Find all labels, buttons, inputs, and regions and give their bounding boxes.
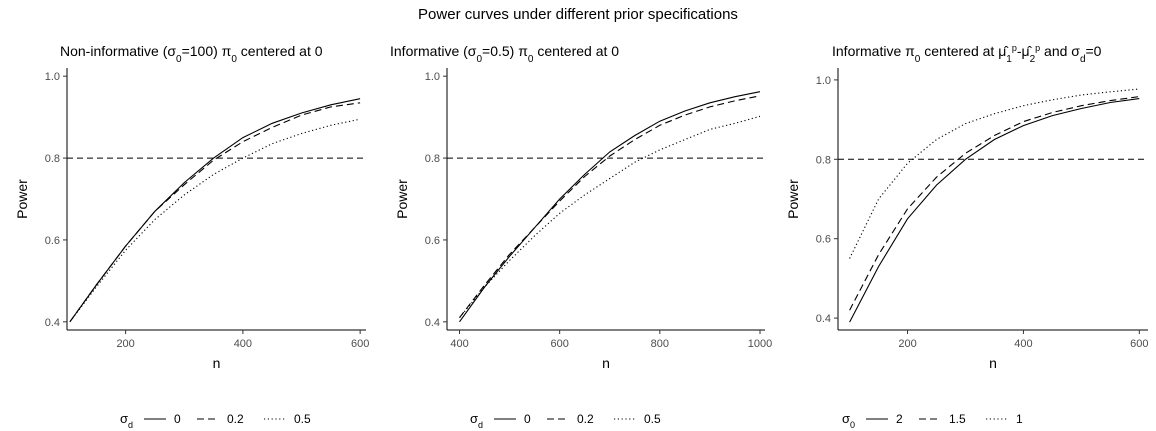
legend-title: σ0 [842, 411, 855, 430]
panel-2: Informative (σ0=0.5) π0 centered at 0 0.4… [390, 43, 772, 430]
panel-3: Informative π0 centered at μ̂1p-μ̂2p and… [785, 43, 1148, 430]
x-tick-label: 200 [898, 338, 916, 350]
legend-label: 2 [896, 412, 903, 426]
y-axis-label: Power [14, 179, 30, 219]
y-tick-label: 0.6 [45, 235, 60, 247]
x-tick-label: 600 [351, 338, 369, 350]
series-line-2 [849, 98, 1140, 323]
series-line-0 [459, 91, 761, 323]
legend-title: σd [120, 411, 133, 430]
legend-label: 0.5 [294, 412, 311, 426]
y-tick-label: 0.4 [45, 317, 60, 329]
y-tick-label: 0.8 [425, 153, 440, 165]
y-tick-label: 0.4 [816, 313, 831, 325]
series-line-0-5 [459, 115, 761, 319]
y-tick-label: 0.4 [425, 317, 440, 329]
panel-title: Informative π0 centered at μ̂1p-μ̂2p and… [832, 43, 1102, 65]
legend-label: 0 [524, 412, 531, 426]
x-tick-label: 600 [550, 338, 568, 350]
legend-label: 0 [174, 412, 181, 426]
x-axis-label: n [602, 355, 610, 371]
x-axis-label: n [989, 355, 997, 371]
x-tick-label: 400 [450, 338, 468, 350]
series-line-1 [849, 88, 1140, 259]
series-line-0-2 [69, 102, 361, 323]
panel-title: Non-informative (σ0=100) π0 centered at … [60, 43, 323, 65]
figure-title: Power curves under different prior speci… [418, 6, 738, 23]
y-tick-label: 0.8 [45, 153, 60, 165]
y-axis-label: Power [785, 179, 801, 219]
series-line-0-2 [459, 95, 761, 319]
panel-1: Non-informative (σ0=100) π0 centered at … [14, 43, 369, 430]
legend-label: 0.2 [577, 412, 594, 426]
x-tick-label: 1000 [748, 338, 772, 350]
x-axis-label: n [213, 355, 221, 371]
y-tick-label: 0.6 [425, 235, 440, 247]
series-line-0 [69, 98, 361, 323]
series-line-1-5 [849, 96, 1140, 311]
legend-label: 0.2 [227, 412, 244, 426]
y-tick-label: 1.0 [425, 71, 440, 83]
x-tick-label: 800 [651, 338, 669, 350]
series-line-0-5 [69, 118, 361, 323]
x-tick-label: 200 [116, 338, 134, 350]
panel-title: Informative (σ0=0.5) π0 centered at 0 [390, 43, 619, 65]
legend-label: 0.5 [644, 412, 661, 426]
y-axis-label: Power [394, 179, 410, 219]
y-tick-label: 0.8 [816, 154, 831, 166]
x-tick-label: 600 [1130, 338, 1148, 350]
x-tick-label: 400 [1014, 338, 1032, 350]
x-tick-label: 400 [234, 338, 252, 350]
y-tick-label: 1.0 [45, 71, 60, 83]
legend-label: 1 [1016, 412, 1023, 426]
y-tick-label: 0.6 [816, 234, 831, 246]
legend-title: σd [470, 411, 483, 430]
legend-label: 1.5 [949, 412, 966, 426]
y-tick-label: 1.0 [816, 75, 831, 87]
